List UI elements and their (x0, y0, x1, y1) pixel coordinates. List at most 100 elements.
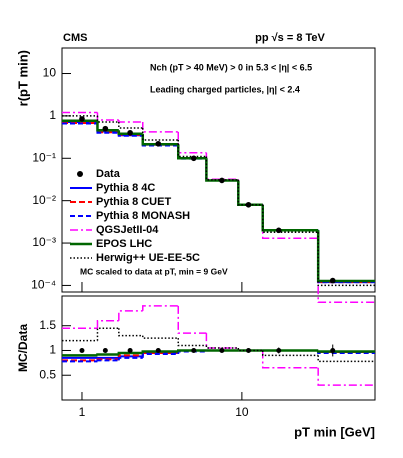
top-frame (61, 47, 376, 293)
data-ratio-point (155, 347, 161, 353)
data-point (275, 227, 282, 234)
data-point (190, 155, 197, 162)
mc-step (261, 204, 319, 232)
mc-step (205, 158, 239, 182)
data-point (127, 129, 133, 136)
mc-step (261, 204, 319, 232)
mc-step (261, 204, 319, 232)
mc-step (261, 204, 319, 232)
mc-ratio-step (261, 350, 319, 357)
mc-step (176, 144, 207, 160)
y-tick-label: 10⁻⁴ (31, 278, 56, 292)
mc-step (141, 133, 179, 146)
mc-ratio-step (117, 355, 143, 358)
ratio-frame (61, 295, 376, 401)
legend-label: Pythia 8 4C (96, 182, 155, 194)
legend-label: Pythia 8 MONASH (96, 210, 190, 222)
data-ratio-point (219, 347, 225, 353)
legend-marker (77, 171, 83, 177)
note: MC scaled to data at pT, min = 9 GeV (80, 266, 228, 276)
mc-step (317, 230, 375, 284)
y-tick-label: 10⁻² (32, 193, 56, 207)
mc-ratio-step (205, 345, 239, 349)
y-tick-label: 10⁻¹ (32, 150, 56, 164)
mc-step (317, 230, 375, 284)
mc-step (237, 180, 263, 206)
mc-ratio-step (117, 351, 143, 355)
data-point (245, 201, 252, 208)
data-point (219, 177, 225, 184)
mc-step (261, 204, 319, 233)
y-tick-label: 1.5 (39, 318, 56, 332)
legend-label: Herwig++ UE-EE-5C (96, 252, 200, 264)
data-ratio-point (245, 347, 251, 353)
y-tick-label: 0.5 (39, 367, 56, 381)
particles: Leading charged particles, |η| < 2.4 (150, 84, 300, 94)
mc-ratio-step (316, 350, 375, 353)
mc-step (205, 156, 239, 181)
data-ratio-point (191, 347, 197, 353)
y-tick-label: 10 (43, 66, 57, 80)
data-point (329, 277, 336, 284)
y-tick-label: 1 (49, 343, 56, 357)
y-tick-label: 10⁻³ (32, 235, 56, 249)
legend-label: Pythia 8 CUET (96, 196, 171, 208)
mc-ratio-step (205, 333, 239, 349)
mc-step (237, 180, 263, 207)
mc-step (96, 115, 119, 123)
mc-ratio-step (96, 353, 119, 356)
mc-ratio-step (177, 338, 207, 347)
mc-ratio-step (317, 355, 375, 363)
data-ratio-point (127, 347, 133, 353)
mc-step (316, 230, 375, 283)
mc-step (96, 112, 119, 121)
mc-ratio-step (117, 356, 143, 361)
legend-label: Data (96, 168, 121, 180)
data-ratio-point (79, 347, 85, 353)
mc-step (205, 158, 239, 182)
data-ratio-point (102, 347, 108, 353)
mc-step (237, 180, 263, 206)
mc-step (142, 121, 179, 133)
mc-step (205, 158, 239, 182)
mc-step (261, 204, 319, 239)
mc-step (205, 158, 239, 182)
mc-step (237, 179, 263, 206)
y-tick-label: 1 (49, 108, 56, 122)
x-axis-label: pT min [GeV] (294, 424, 375, 439)
ratio-axis-label: MC/Data (16, 324, 30, 372)
y-axis-label: r(pT min) (15, 50, 30, 106)
mc-step (118, 121, 143, 129)
mc-ratio-step (141, 352, 179, 358)
mc-ratio-step (261, 350, 319, 369)
data-point (79, 116, 85, 122)
data-point (155, 140, 162, 147)
mc-ratio-step (142, 335, 179, 339)
mc-step (142, 127, 179, 141)
mc-step (96, 120, 119, 132)
legend-label: QGSJetII-04 (96, 224, 159, 236)
legend-label: EPOS LHC (96, 238, 152, 250)
mc-ratio-step (317, 367, 375, 386)
energy: pp √s = 8 TeV (255, 32, 325, 44)
mc-step (177, 140, 207, 158)
mc-step (317, 232, 375, 287)
mc-ratio-step (118, 328, 143, 337)
mc-step (237, 180, 263, 206)
x-tick-label: 10 (235, 405, 249, 419)
mc-ratio-step (177, 305, 207, 334)
mc-ratio-step (237, 348, 263, 352)
mc-ratio-step (96, 327, 119, 341)
data-ratio-point (276, 347, 282, 353)
selection: Nch (pT > 40 MeV) > 0 in 5.3 < |η| < 6.5 (150, 62, 312, 72)
mc-step (205, 152, 239, 181)
x-tick-label: 1 (79, 405, 86, 419)
mc-ratio-step (96, 320, 119, 329)
mc-ratio-step (141, 350, 179, 353)
mc-ratio-step (96, 359, 119, 362)
mc-ratio-step (176, 349, 207, 352)
mc-ratio-step (118, 310, 143, 321)
data-point (102, 125, 109, 132)
mc-step (317, 230, 375, 284)
